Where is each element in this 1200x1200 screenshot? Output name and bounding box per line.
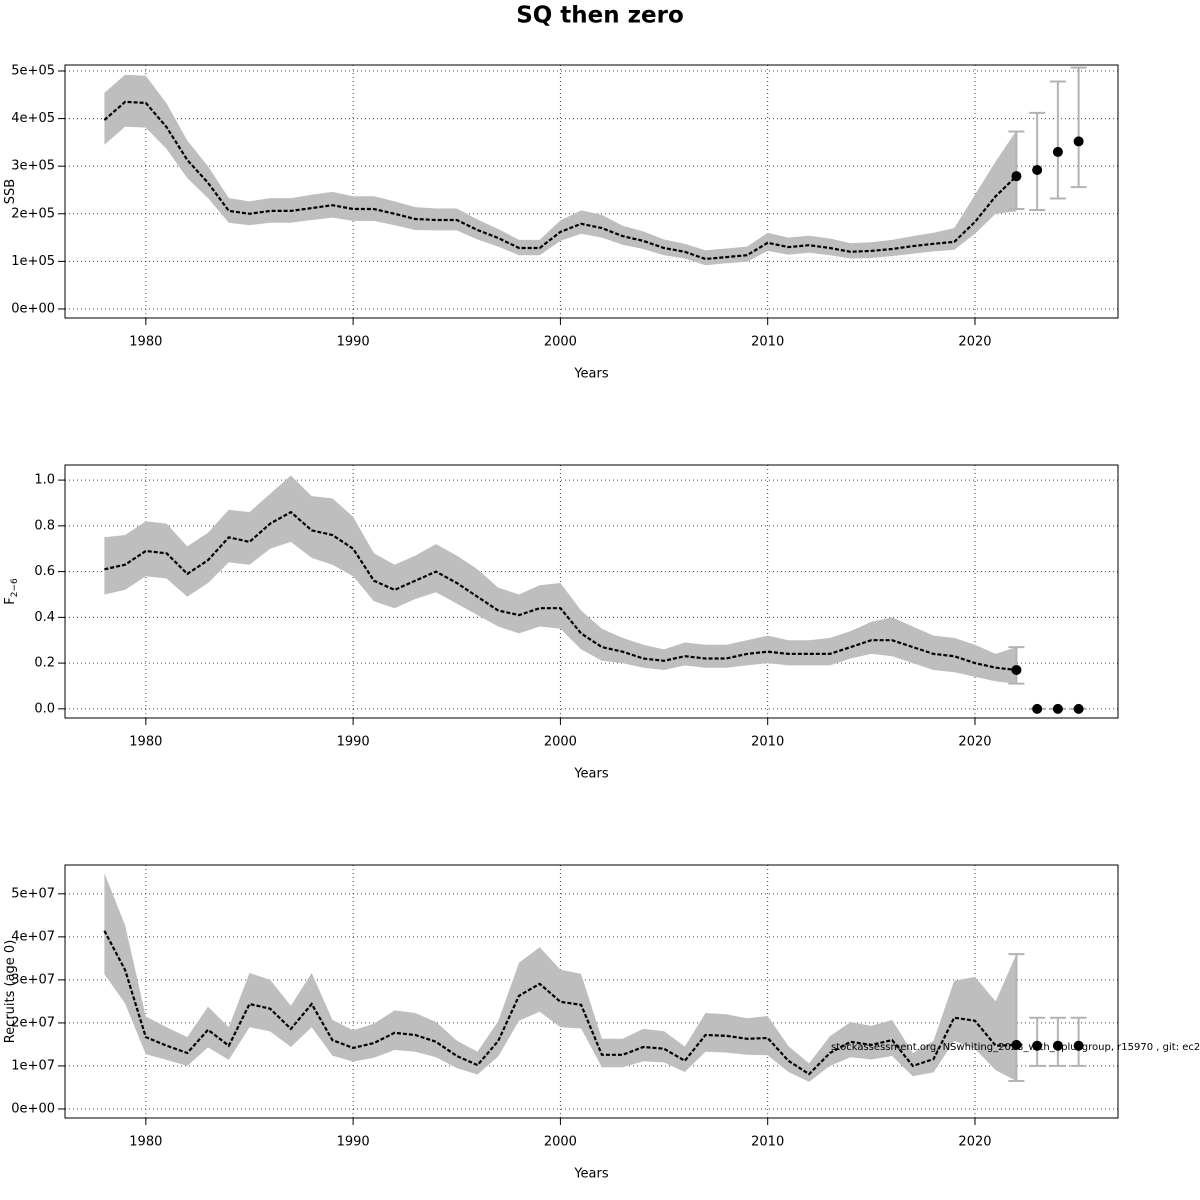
x-tick-label: 2010 xyxy=(751,335,784,350)
y-tick-label: 2e+05 xyxy=(11,206,55,221)
estimate-line xyxy=(103,930,1017,1076)
x-tick-label: 2020 xyxy=(958,335,991,350)
y-tick-label: 3e+05 xyxy=(11,159,55,174)
x-tick-label: 2000 xyxy=(544,335,577,350)
x-tick-label: 1990 xyxy=(337,335,370,350)
projection-point xyxy=(1032,164,1043,175)
confidence-band xyxy=(104,873,1017,1082)
projection-point xyxy=(1073,1040,1084,1051)
projection-point xyxy=(1052,1040,1063,1051)
x-tick-label: 1980 xyxy=(129,335,162,350)
y-axis-label-main: SSB xyxy=(3,179,18,204)
x-tick-label: 1990 xyxy=(337,1135,370,1150)
projection-point xyxy=(1052,703,1063,714)
y-tick-label: 0.4 xyxy=(34,610,55,625)
y-tick-label: 0e+00 xyxy=(11,301,55,316)
y-axis-label-main: F xyxy=(3,597,18,604)
estimate-line xyxy=(103,100,1018,261)
estimate-line xyxy=(104,510,1017,672)
y-axis-label-main: Recruits (age 0) xyxy=(3,940,18,1044)
projection-point xyxy=(1011,664,1022,675)
projection-point xyxy=(1011,171,1022,182)
x-tick-label: 1980 xyxy=(129,1135,162,1150)
x-tick-label: 2000 xyxy=(544,1135,577,1150)
y-tick-label: 0.8 xyxy=(34,518,55,533)
x-tick-label: 1990 xyxy=(337,735,370,750)
y-tick-label: 0.6 xyxy=(34,564,55,579)
y-axis-label: F2−6 xyxy=(3,578,20,605)
x-tick-label: 2020 xyxy=(958,1135,991,1150)
y-tick-label: 5e+07 xyxy=(11,886,55,901)
y-tick-label: 3e+07 xyxy=(11,972,55,987)
y-axis-label: SSB xyxy=(3,179,18,204)
y-tick-label: 1e+07 xyxy=(11,1058,55,1073)
footer-note: stockassessment.org, NSwhiting_2023_with… xyxy=(831,1042,1200,1053)
y-tick-label: 2e+07 xyxy=(11,1015,55,1030)
confidence-band xyxy=(104,475,1017,684)
chart-title: SQ then zero xyxy=(516,3,684,29)
y-tick-label: 1e+05 xyxy=(11,254,55,269)
x-tick-label: 2010 xyxy=(751,1135,784,1150)
projection-point xyxy=(1032,1040,1043,1051)
y-tick-label: 1.0 xyxy=(34,473,55,488)
y-tick-label: 4e+05 xyxy=(11,111,55,126)
x-tick-label: 2020 xyxy=(958,735,991,750)
y-axis-label-subscript: 2−6 xyxy=(10,578,20,597)
y-tick-label: 0.2 xyxy=(34,656,55,671)
panel: 1980 1990 2000 2010 2020 0.0 0.2 0.4 0.6 0.8 1.0 Ye… xyxy=(3,464,1119,782)
x-axis-label: Years xyxy=(573,367,609,382)
plot-box xyxy=(64,464,1119,719)
y-tick-label: 4e+07 xyxy=(11,929,55,944)
projection-point xyxy=(1073,136,1084,147)
y-tick-label: 0e+00 xyxy=(11,1101,55,1116)
projection-point xyxy=(1032,703,1043,714)
projection-point xyxy=(1052,146,1063,157)
projection-point xyxy=(1011,1039,1022,1050)
projection-point xyxy=(1073,703,1084,714)
plot-box xyxy=(64,64,1119,319)
plot-box xyxy=(64,864,1119,1119)
x-axis-label: Years xyxy=(573,767,609,782)
x-tick-label: 1980 xyxy=(129,735,162,750)
x-tick-label: 2000 xyxy=(544,735,577,750)
x-axis-label: Years xyxy=(573,1167,609,1182)
y-axis-label: Recruits (age 0) xyxy=(3,940,18,1044)
panel: 1980 1990 2000 2010 2020 0e+00 1e+05 2e+05 3e+05… xyxy=(3,63,1119,382)
x-tick-label: 2010 xyxy=(751,735,784,750)
y-tick-label: 0.0 xyxy=(34,701,55,716)
confidence-band xyxy=(104,74,1017,266)
panel: 1980 1990 2000 2010 2020 0e+00 1e+07 2e+07 3e+07… xyxy=(3,864,1119,1182)
y-tick-label: 5e+05 xyxy=(11,63,55,78)
